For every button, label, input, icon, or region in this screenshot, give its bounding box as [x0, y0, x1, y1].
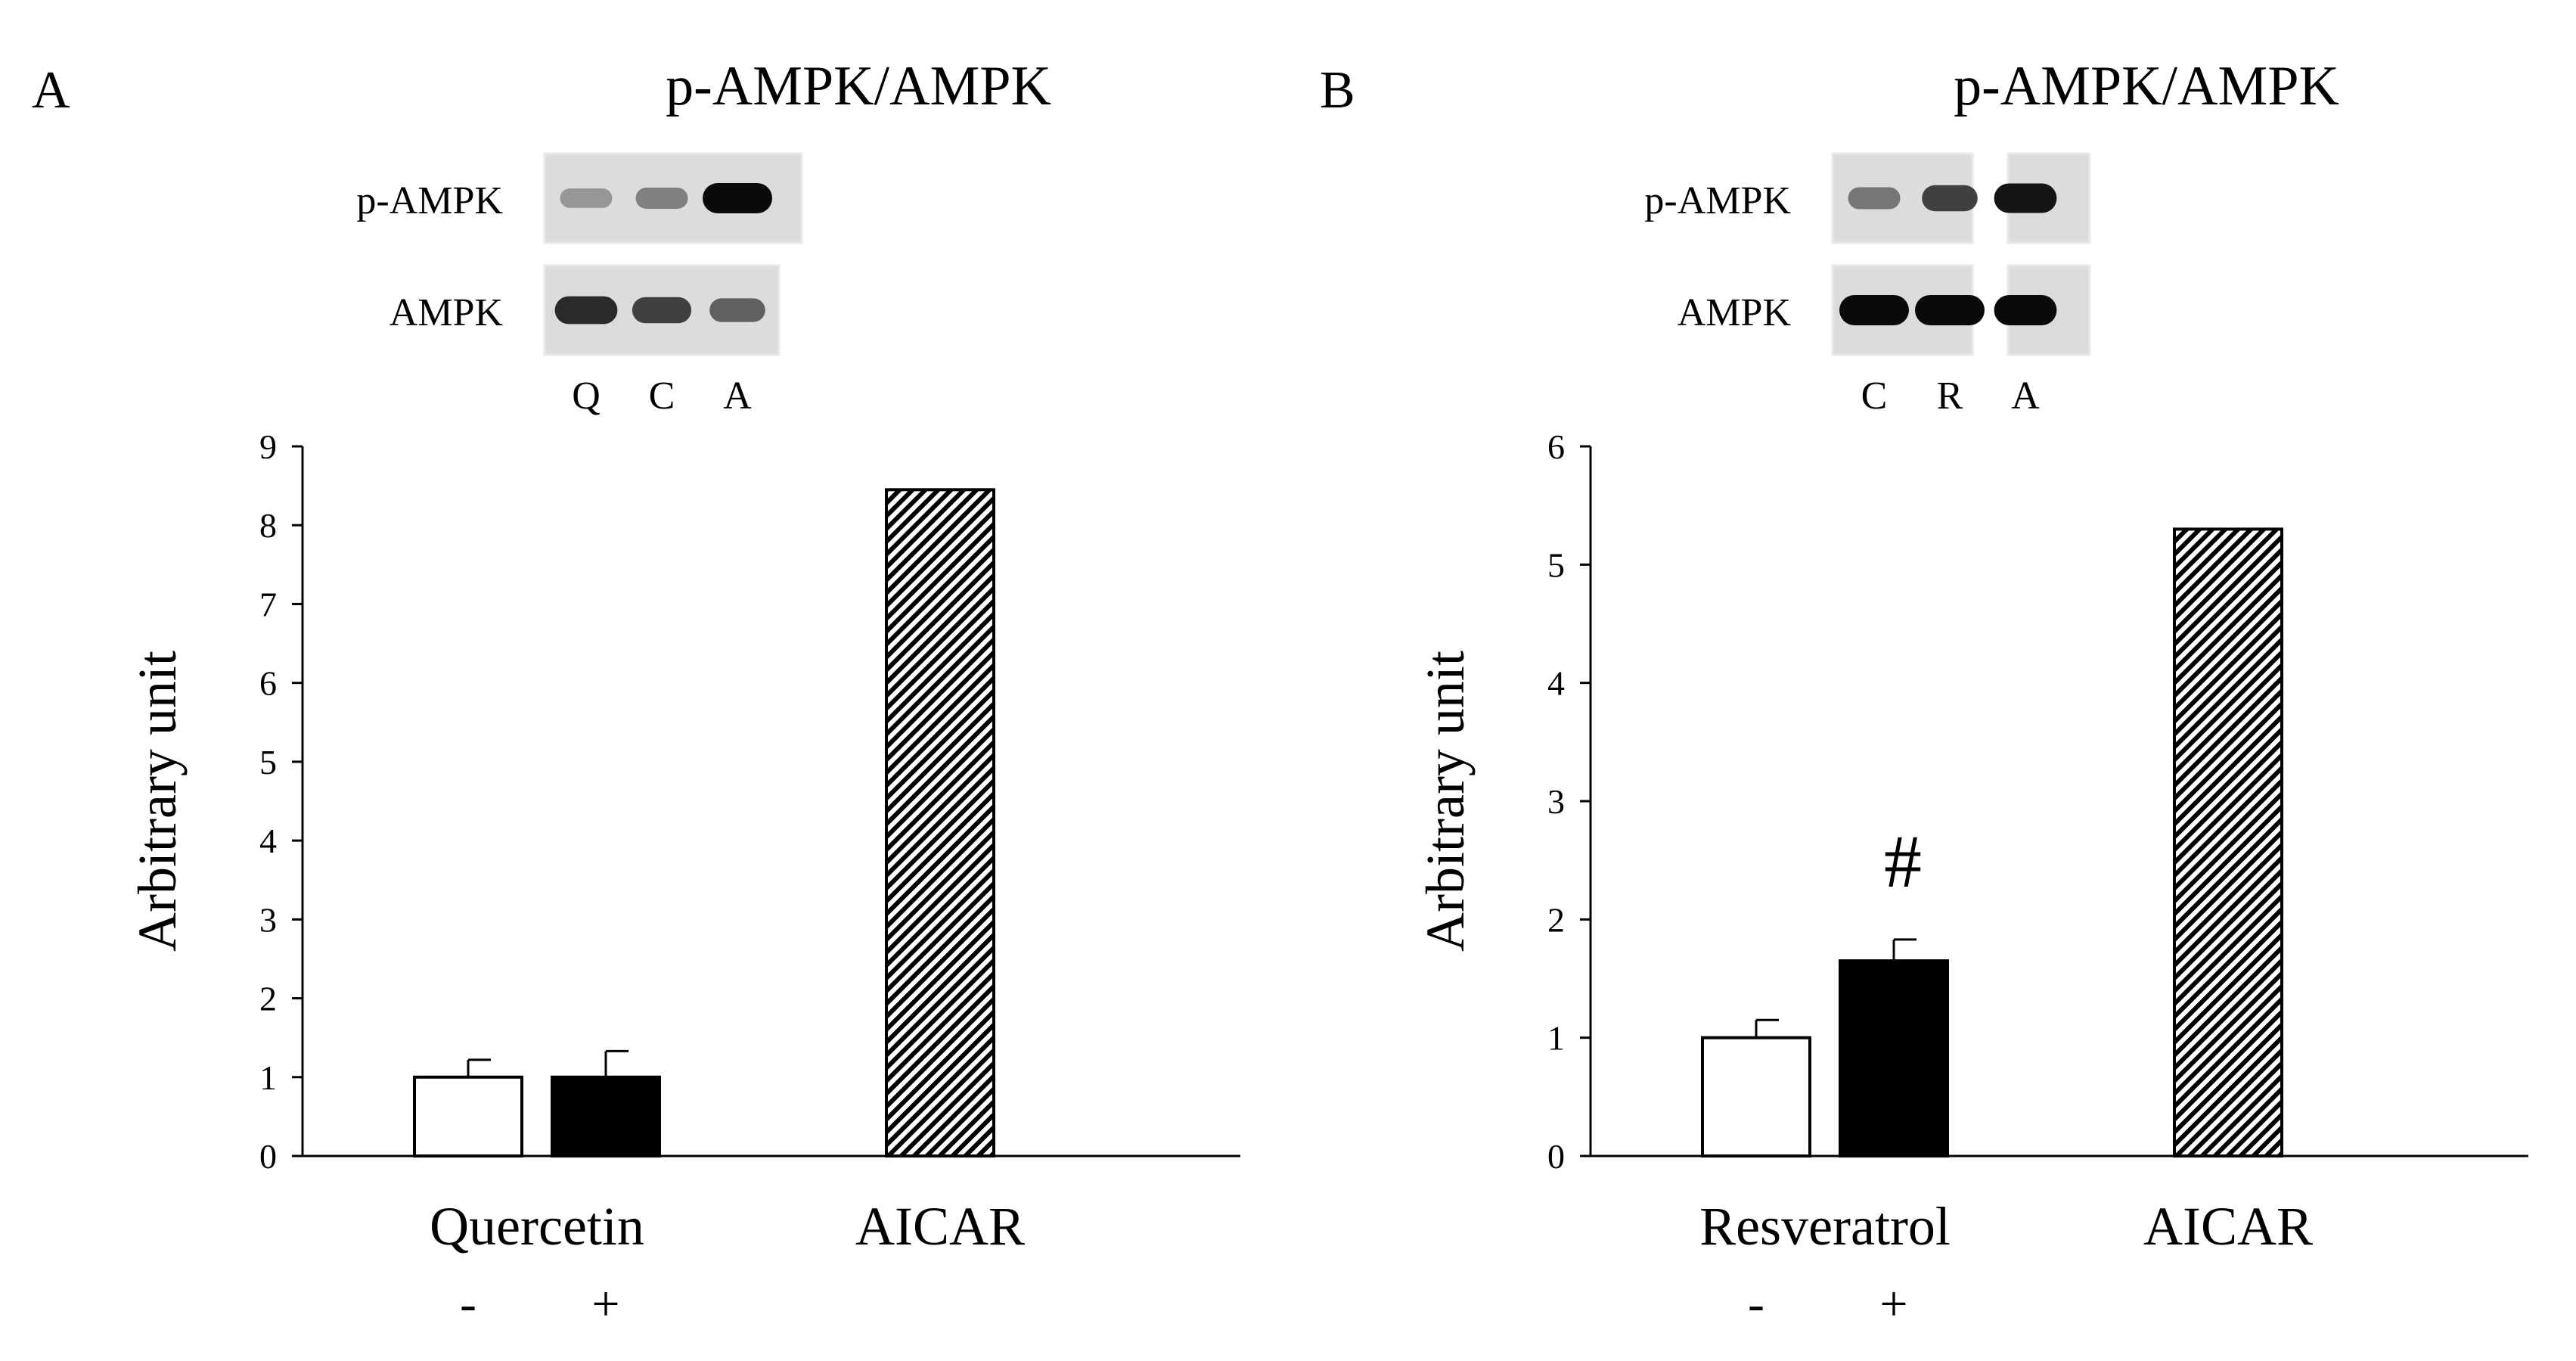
- y-tick-label: 4: [1547, 664, 1565, 703]
- treatment-sign: -: [1748, 1276, 1764, 1331]
- blot-band: [1839, 295, 1909, 325]
- blot-row-label: AMPK: [390, 291, 504, 334]
- y-tick-label: 3: [1547, 782, 1565, 821]
- blot-row-label: AMPK: [1678, 291, 1792, 334]
- y-tick-label: 0: [259, 1137, 277, 1176]
- blot-band: [554, 296, 618, 325]
- blot-band: [1994, 183, 2057, 213]
- y-tick-label: 2: [1547, 900, 1565, 939]
- bar: [2173, 527, 2283, 1157]
- y-axis-label: Arbitrary unit: [127, 651, 188, 952]
- y-tick-label: 8: [259, 506, 277, 545]
- y-tick-label: 3: [259, 900, 277, 939]
- group-label: Quercetin: [430, 1196, 644, 1257]
- panel-label: A: [32, 61, 70, 120]
- bar: [1701, 1036, 1811, 1157]
- blot-band: [1994, 295, 2057, 325]
- y-tick-label: 0: [1547, 1137, 1565, 1176]
- blot-band: [1848, 187, 1901, 210]
- blot-band: [1915, 295, 1985, 325]
- blot-band: [709, 298, 765, 322]
- blot-row-label: p-AMPK: [1644, 179, 1791, 222]
- bar: [1839, 959, 1949, 1158]
- category-label: AICAR: [855, 1196, 1025, 1257]
- blot-band: [632, 297, 692, 324]
- significance-marker: #: [1884, 819, 1922, 903]
- y-axis-label: Arbitrary unit: [1415, 651, 1476, 952]
- treatment-sign: +: [591, 1276, 619, 1331]
- bar: [413, 1075, 523, 1158]
- treatment-sign: +: [1879, 1276, 1907, 1331]
- blot-row-label: p-AMPK: [356, 179, 503, 222]
- y-tick-label: 6: [1547, 427, 1565, 466]
- bar: [885, 488, 995, 1157]
- treatment-sign: -: [460, 1276, 476, 1331]
- blot-lane-label: R: [1937, 374, 1963, 418]
- blot-band: [1922, 185, 1978, 212]
- y-tick-label: 5: [259, 743, 277, 781]
- panel-label: B: [1320, 61, 1355, 120]
- blot-lane-label: C: [1861, 374, 1888, 418]
- y-tick-label: 6: [259, 664, 277, 703]
- blot-band: [635, 188, 688, 209]
- y-tick-label: 1: [259, 1058, 277, 1097]
- blot-lane-label: A: [2011, 374, 2040, 418]
- y-tick-label: 5: [1547, 545, 1565, 584]
- y-tick-label: 1: [1547, 1019, 1565, 1058]
- blot-band: [703, 183, 772, 213]
- y-tick-label: 7: [259, 585, 277, 623]
- blot-lane-label: A: [723, 374, 752, 418]
- blot-title: p-AMPK/AMPK: [1954, 55, 2339, 117]
- category-label: AICAR: [2143, 1196, 2313, 1257]
- group-label: Resveratrol: [1699, 1196, 1951, 1257]
- y-tick-label: 9: [259, 427, 277, 466]
- blot-lane-label: Q: [572, 374, 601, 418]
- y-tick-label: 2: [259, 980, 277, 1018]
- blot-lane-label: C: [649, 374, 675, 418]
- blot-band: [560, 188, 613, 208]
- blot-title: p-AMPK/AMPK: [666, 55, 1051, 117]
- y-tick-label: 4: [259, 822, 277, 860]
- bar: [551, 1075, 661, 1158]
